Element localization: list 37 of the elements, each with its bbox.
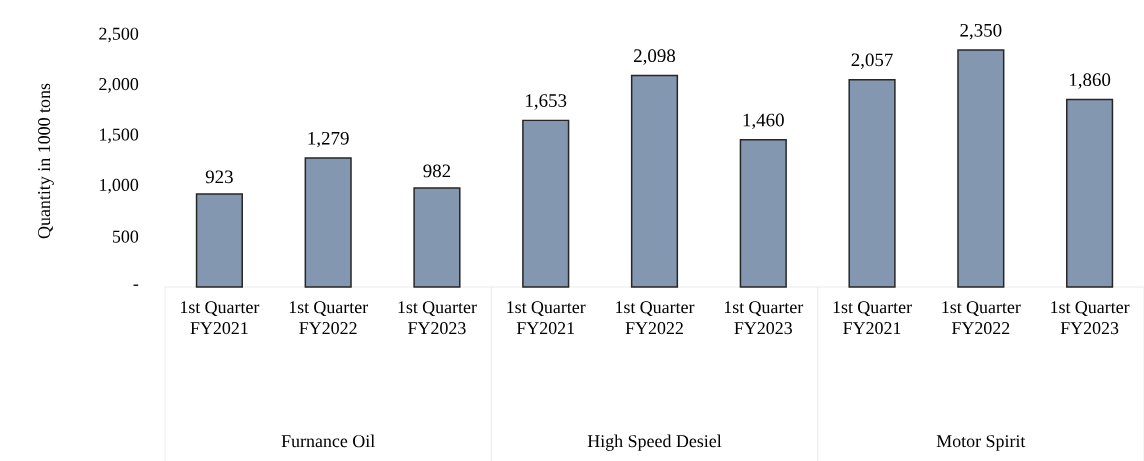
bar [522, 119, 570, 288]
data-label: 2,098 [634, 49, 676, 65]
x-tick-label: 1st Quarter FY2022 [616, 301, 695, 335]
y-tick-label: 1,500 [100, 128, 139, 144]
y-axis-title: Quantity in 1000 tons [38, 83, 54, 239]
data-label: 1,460 [743, 113, 784, 130]
bar [413, 187, 461, 288]
x-tick-label: 1st Quarter FY2021 [833, 301, 912, 335]
data-label: 1,279 [308, 131, 349, 148]
y-tick-label: 2,000 [99, 78, 139, 93]
data-label: 2,350 [960, 23, 1002, 40]
text: High Speed Desiel [587, 434, 722, 451]
data-label: 982 [423, 164, 451, 178]
bar [630, 74, 679, 288]
x-tick-label: 1st Quarter FY2022 [289, 301, 369, 335]
x-tick-label: 1st Quarter FY2021 [507, 301, 586, 335]
bar [739, 139, 787, 288]
x-tick-label: 1st Quarter FY2023 [398, 301, 477, 335]
x-tick-label: 1st Quarter FY2022 [942, 301, 1021, 335]
bar [848, 78, 896, 288]
bar [1066, 98, 1114, 288]
data-label: 1,860 [1069, 73, 1111, 89]
x-tick-label: 1st Quarter FY2021 [180, 301, 260, 335]
bar [195, 193, 243, 288]
y-tick-label: 500 [112, 230, 139, 243]
y-tick-label: 1,000 [100, 178, 139, 194]
text: Furnance Oil [281, 434, 375, 448]
data-label: 2,057 [851, 53, 893, 69]
x-tick-label: 1st Quarter FY2023 [1051, 301, 1130, 335]
x-tick-label: 1st Quarter FY2023 [724, 301, 804, 335]
text: Motor Spirit [936, 435, 1026, 451]
data-label: 1,653 [526, 94, 567, 110]
y-tick-label: 2,500 [99, 27, 139, 43]
bar [304, 157, 352, 288]
y-tick-label: - [133, 284, 139, 286]
data-label: 923 [205, 170, 233, 184]
bar [957, 49, 1005, 288]
